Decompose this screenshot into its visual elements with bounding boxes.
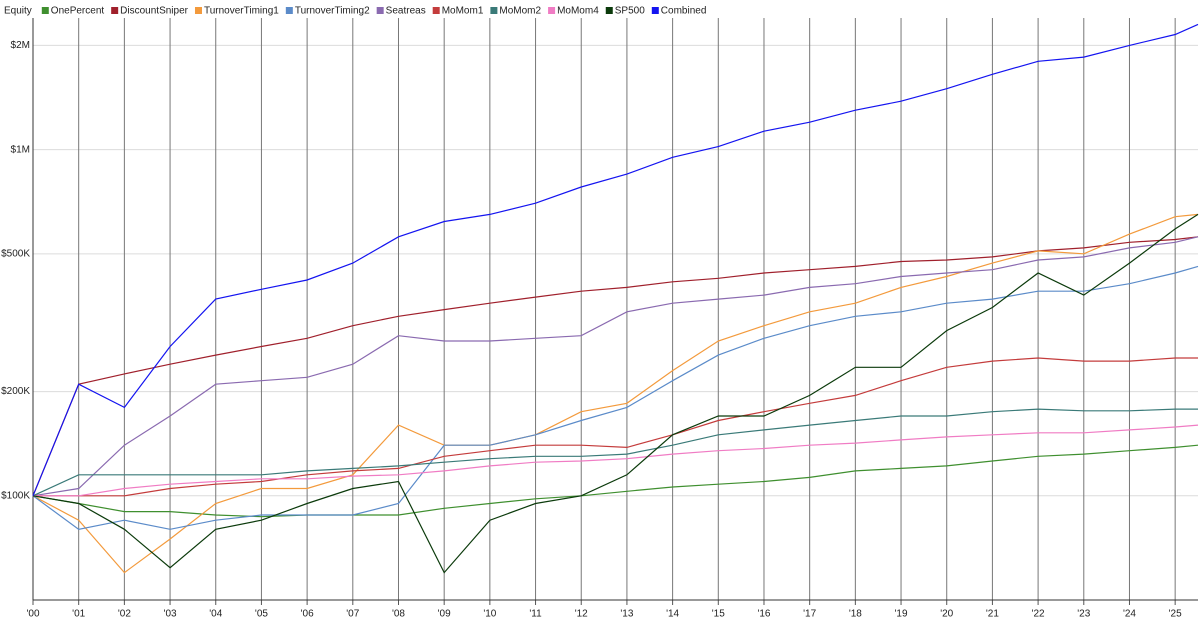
x-tick-label: '02	[118, 609, 131, 620]
x-tick-label: '22	[1032, 609, 1045, 620]
legend-swatch	[194, 7, 202, 14]
legend-swatch	[605, 7, 613, 14]
x-tick-label: '19	[895, 609, 908, 620]
x-tick-label: '06	[301, 609, 314, 620]
series-line	[32, 236, 1199, 497]
x-tick-label: '09	[438, 609, 451, 620]
x-tick-label: '13	[620, 609, 633, 620]
series-line	[32, 408, 1198, 497]
x-tick-label: '21	[986, 609, 999, 620]
y-tick-label: $500K	[1, 248, 30, 259]
x-tick-label: '03	[164, 609, 177, 620]
y-tick-label: $1M	[11, 144, 30, 155]
y-tick-label: $200K	[1, 386, 30, 397]
x-tick-label: '17	[803, 609, 816, 620]
x-tick-label: '15	[712, 609, 725, 620]
x-tick-label: '05	[255, 609, 268, 620]
legend-label: TurnoverTiming2	[295, 6, 370, 17]
x-tick-label: '01	[72, 609, 85, 620]
legend-swatch	[41, 7, 49, 14]
series-line	[32, 265, 1199, 530]
legend-label: OnePercent	[51, 6, 105, 17]
legend-label: DiscountSniper	[120, 6, 188, 17]
series-line	[32, 23, 1199, 497]
legend-swatch	[376, 7, 384, 14]
x-tick-label: '12	[575, 609, 588, 620]
x-tick-label: '11	[529, 609, 542, 620]
x-tick-label: '25	[1169, 609, 1182, 620]
series-line	[33, 357, 1198, 497]
x-tick-label: '20	[940, 609, 953, 620]
x-tick-label: '14	[666, 609, 679, 620]
legend-label: Seatreas	[386, 6, 426, 17]
x-tick-label: '24	[1123, 609, 1136, 620]
series-line	[32, 236, 1199, 497]
series-line	[32, 444, 1199, 518]
legend-label: Combined	[661, 6, 707, 17]
legend-swatch	[490, 7, 498, 14]
y-tick-label: $2M	[11, 40, 30, 51]
x-tick-label: '08	[392, 609, 405, 620]
x-tick-label: '16	[757, 609, 770, 620]
x-tick-label: '00	[26, 609, 39, 620]
series-line	[32, 213, 1199, 574]
x-tick-label: '10	[483, 609, 496, 620]
x-tick-label: '04	[209, 609, 222, 620]
y-tick-label: $100K	[1, 490, 30, 501]
x-tick-label: '18	[849, 609, 862, 620]
x-tick-label: '07	[346, 609, 359, 620]
legend-swatch	[285, 7, 293, 14]
legend-swatch	[111, 7, 119, 14]
x-tick-label: '23	[1077, 609, 1090, 620]
legend-label: SP500	[615, 6, 645, 17]
chart-title: Equity	[4, 6, 32, 17]
legend-swatch	[548, 7, 556, 14]
legend-label: MoMom1	[442, 6, 484, 17]
legend-swatch	[651, 7, 659, 14]
legend-swatch	[432, 7, 440, 14]
series-line	[33, 424, 1199, 497]
legend-label: MoMom4	[557, 6, 599, 17]
series-line	[32, 213, 1199, 574]
legend-label: MoMom2	[499, 6, 541, 17]
legend-label: TurnoverTiming1	[204, 6, 279, 17]
